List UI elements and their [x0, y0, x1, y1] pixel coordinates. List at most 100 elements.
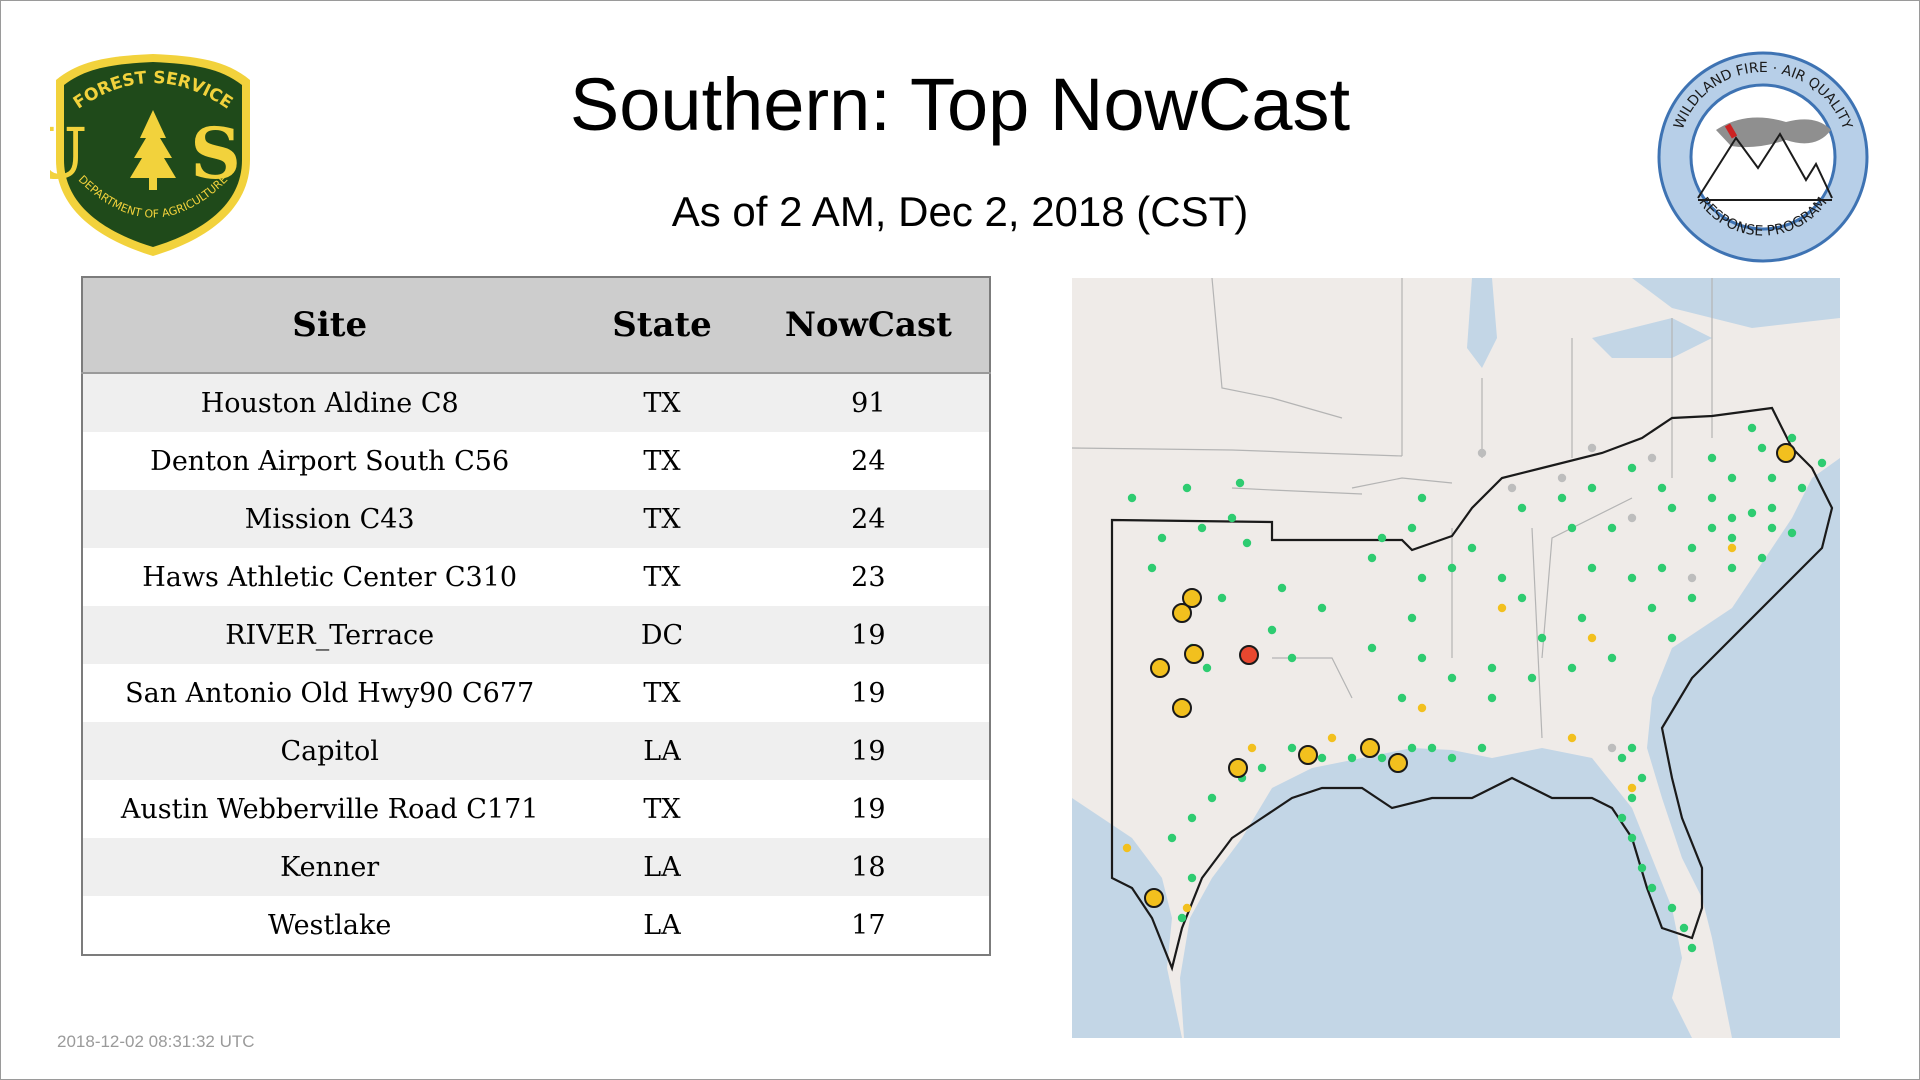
map-site-dot	[1757, 443, 1767, 453]
map-site-dot	[1377, 533, 1387, 543]
map-site-dot	[1647, 883, 1657, 893]
map-top-site-marker	[1360, 738, 1380, 758]
map-site-dot	[1147, 563, 1157, 573]
map-site-dot	[1637, 773, 1647, 783]
cell-nowcast: 19	[747, 606, 990, 664]
map-site-dot	[1757, 553, 1767, 563]
table-row: Mission C43 TX 24	[82, 490, 990, 548]
map-site-dot	[1527, 673, 1537, 683]
map-site-dot	[1247, 743, 1257, 753]
map-top-site-marker	[1228, 758, 1248, 778]
logo-letters: U S	[50, 112, 256, 195]
map-site-dot	[1627, 783, 1637, 793]
table-row: RIVER_Terrace DC 19	[82, 606, 990, 664]
column-header-nowcast: NowCast	[747, 277, 990, 374]
map-site-dot	[1567, 663, 1577, 673]
column-header-state: State	[576, 277, 748, 374]
cell-site: Denton Airport South C56	[82, 432, 577, 490]
map-site-dot	[1647, 453, 1657, 463]
cell-nowcast: 24	[747, 490, 990, 548]
map-site-dot	[1447, 673, 1457, 683]
map-water-pacific	[1072, 798, 1182, 1038]
cell-nowcast: 19	[747, 722, 990, 780]
map-site-dot	[1417, 573, 1427, 583]
map-site-dot	[1647, 603, 1657, 613]
table-row: Westlake LA 17	[82, 896, 990, 955]
map-top-site-marker	[1150, 658, 1170, 678]
cell-nowcast: 24	[747, 432, 990, 490]
table-row: Houston Aldine C8 TX 91	[82, 373, 990, 432]
table-row: Austin Webberville Road C171 TX 19	[82, 780, 990, 838]
map-site-dot	[1242, 538, 1252, 548]
map-water-gulf	[1180, 748, 1692, 1038]
map-site-dot	[1787, 433, 1797, 443]
map-site-dot	[1727, 513, 1737, 523]
map-site-dot	[1617, 813, 1627, 823]
map-site-dot	[1367, 553, 1377, 563]
map-site-dot	[1517, 593, 1527, 603]
map-site-dot	[1407, 613, 1417, 623]
cell-nowcast: 91	[747, 373, 990, 432]
map-site-dot	[1317, 603, 1327, 613]
table-row: Capitol LA 19	[82, 722, 990, 780]
map-site-dot	[1257, 763, 1267, 773]
map-site-dot	[1427, 743, 1437, 753]
cell-state: LA	[576, 722, 748, 780]
map-site-dot	[1627, 513, 1637, 523]
cell-site: Houston Aldine C8	[82, 373, 577, 432]
map-site-dot	[1235, 478, 1245, 488]
map-site-dot	[1567, 733, 1577, 743]
map-site-dot	[1747, 508, 1757, 518]
map-site-dot	[1497, 603, 1507, 613]
map-site-dot	[1767, 503, 1777, 513]
map-site-dot	[1537, 633, 1547, 643]
cell-site: Austin Webberville Road C171	[82, 780, 577, 838]
map-site-dot	[1327, 733, 1337, 743]
map-site-dot	[1122, 843, 1132, 853]
map-site-dot	[1727, 473, 1737, 483]
map-site-dot	[1687, 593, 1697, 603]
map-site-dot	[1157, 533, 1167, 543]
map-site-dot	[1207, 793, 1217, 803]
map-site-dot	[1287, 743, 1297, 753]
map-site-dot	[1637, 863, 1647, 873]
map-site-dot	[1687, 573, 1697, 583]
map-site-dot	[1687, 943, 1697, 953]
map-site-dot	[1217, 593, 1227, 603]
map-site-dot	[1627, 573, 1637, 583]
map-site-dot	[1727, 533, 1737, 543]
map-site-dot	[1417, 703, 1427, 713]
map-site-dot	[1617, 753, 1627, 763]
map-site-dot	[1367, 643, 1377, 653]
map-site-dot	[1587, 563, 1597, 573]
map-site-dot	[1727, 563, 1737, 573]
map-site-dot	[1497, 573, 1507, 583]
map-site-dot	[1607, 653, 1617, 663]
map-canvas	[1071, 277, 1840, 1038]
map-site-dot	[1417, 653, 1427, 663]
map-site-dot	[1487, 663, 1497, 673]
map-site-dot	[1447, 563, 1457, 573]
map-site-dot	[1182, 483, 1192, 493]
cell-state: TX	[576, 373, 748, 432]
map-site-dot	[1577, 613, 1587, 623]
map-site-dot	[1127, 493, 1137, 503]
map-site-dot	[1417, 493, 1427, 503]
map-lake-ontario	[1632, 278, 1840, 328]
map-top-site-marker	[1776, 443, 1796, 463]
map-site-dot	[1787, 528, 1797, 538]
map-site-dot	[1477, 448, 1487, 458]
map-site-dot	[1377, 753, 1387, 763]
map-site-dot	[1817, 458, 1827, 468]
map-site-dot	[1187, 813, 1197, 823]
cell-state: DC	[576, 606, 748, 664]
map-site-dot	[1587, 633, 1597, 643]
map-site-dot	[1767, 523, 1777, 533]
map-site-dot	[1627, 463, 1637, 473]
map-site-dot	[1747, 423, 1757, 433]
map-site-dot	[1397, 693, 1407, 703]
map-site-dot	[1727, 543, 1737, 553]
map-top-site-marker	[1388, 753, 1408, 773]
map-site-dot	[1167, 833, 1177, 843]
table-row: Haws Athletic Center C310 TX 23	[82, 548, 990, 606]
